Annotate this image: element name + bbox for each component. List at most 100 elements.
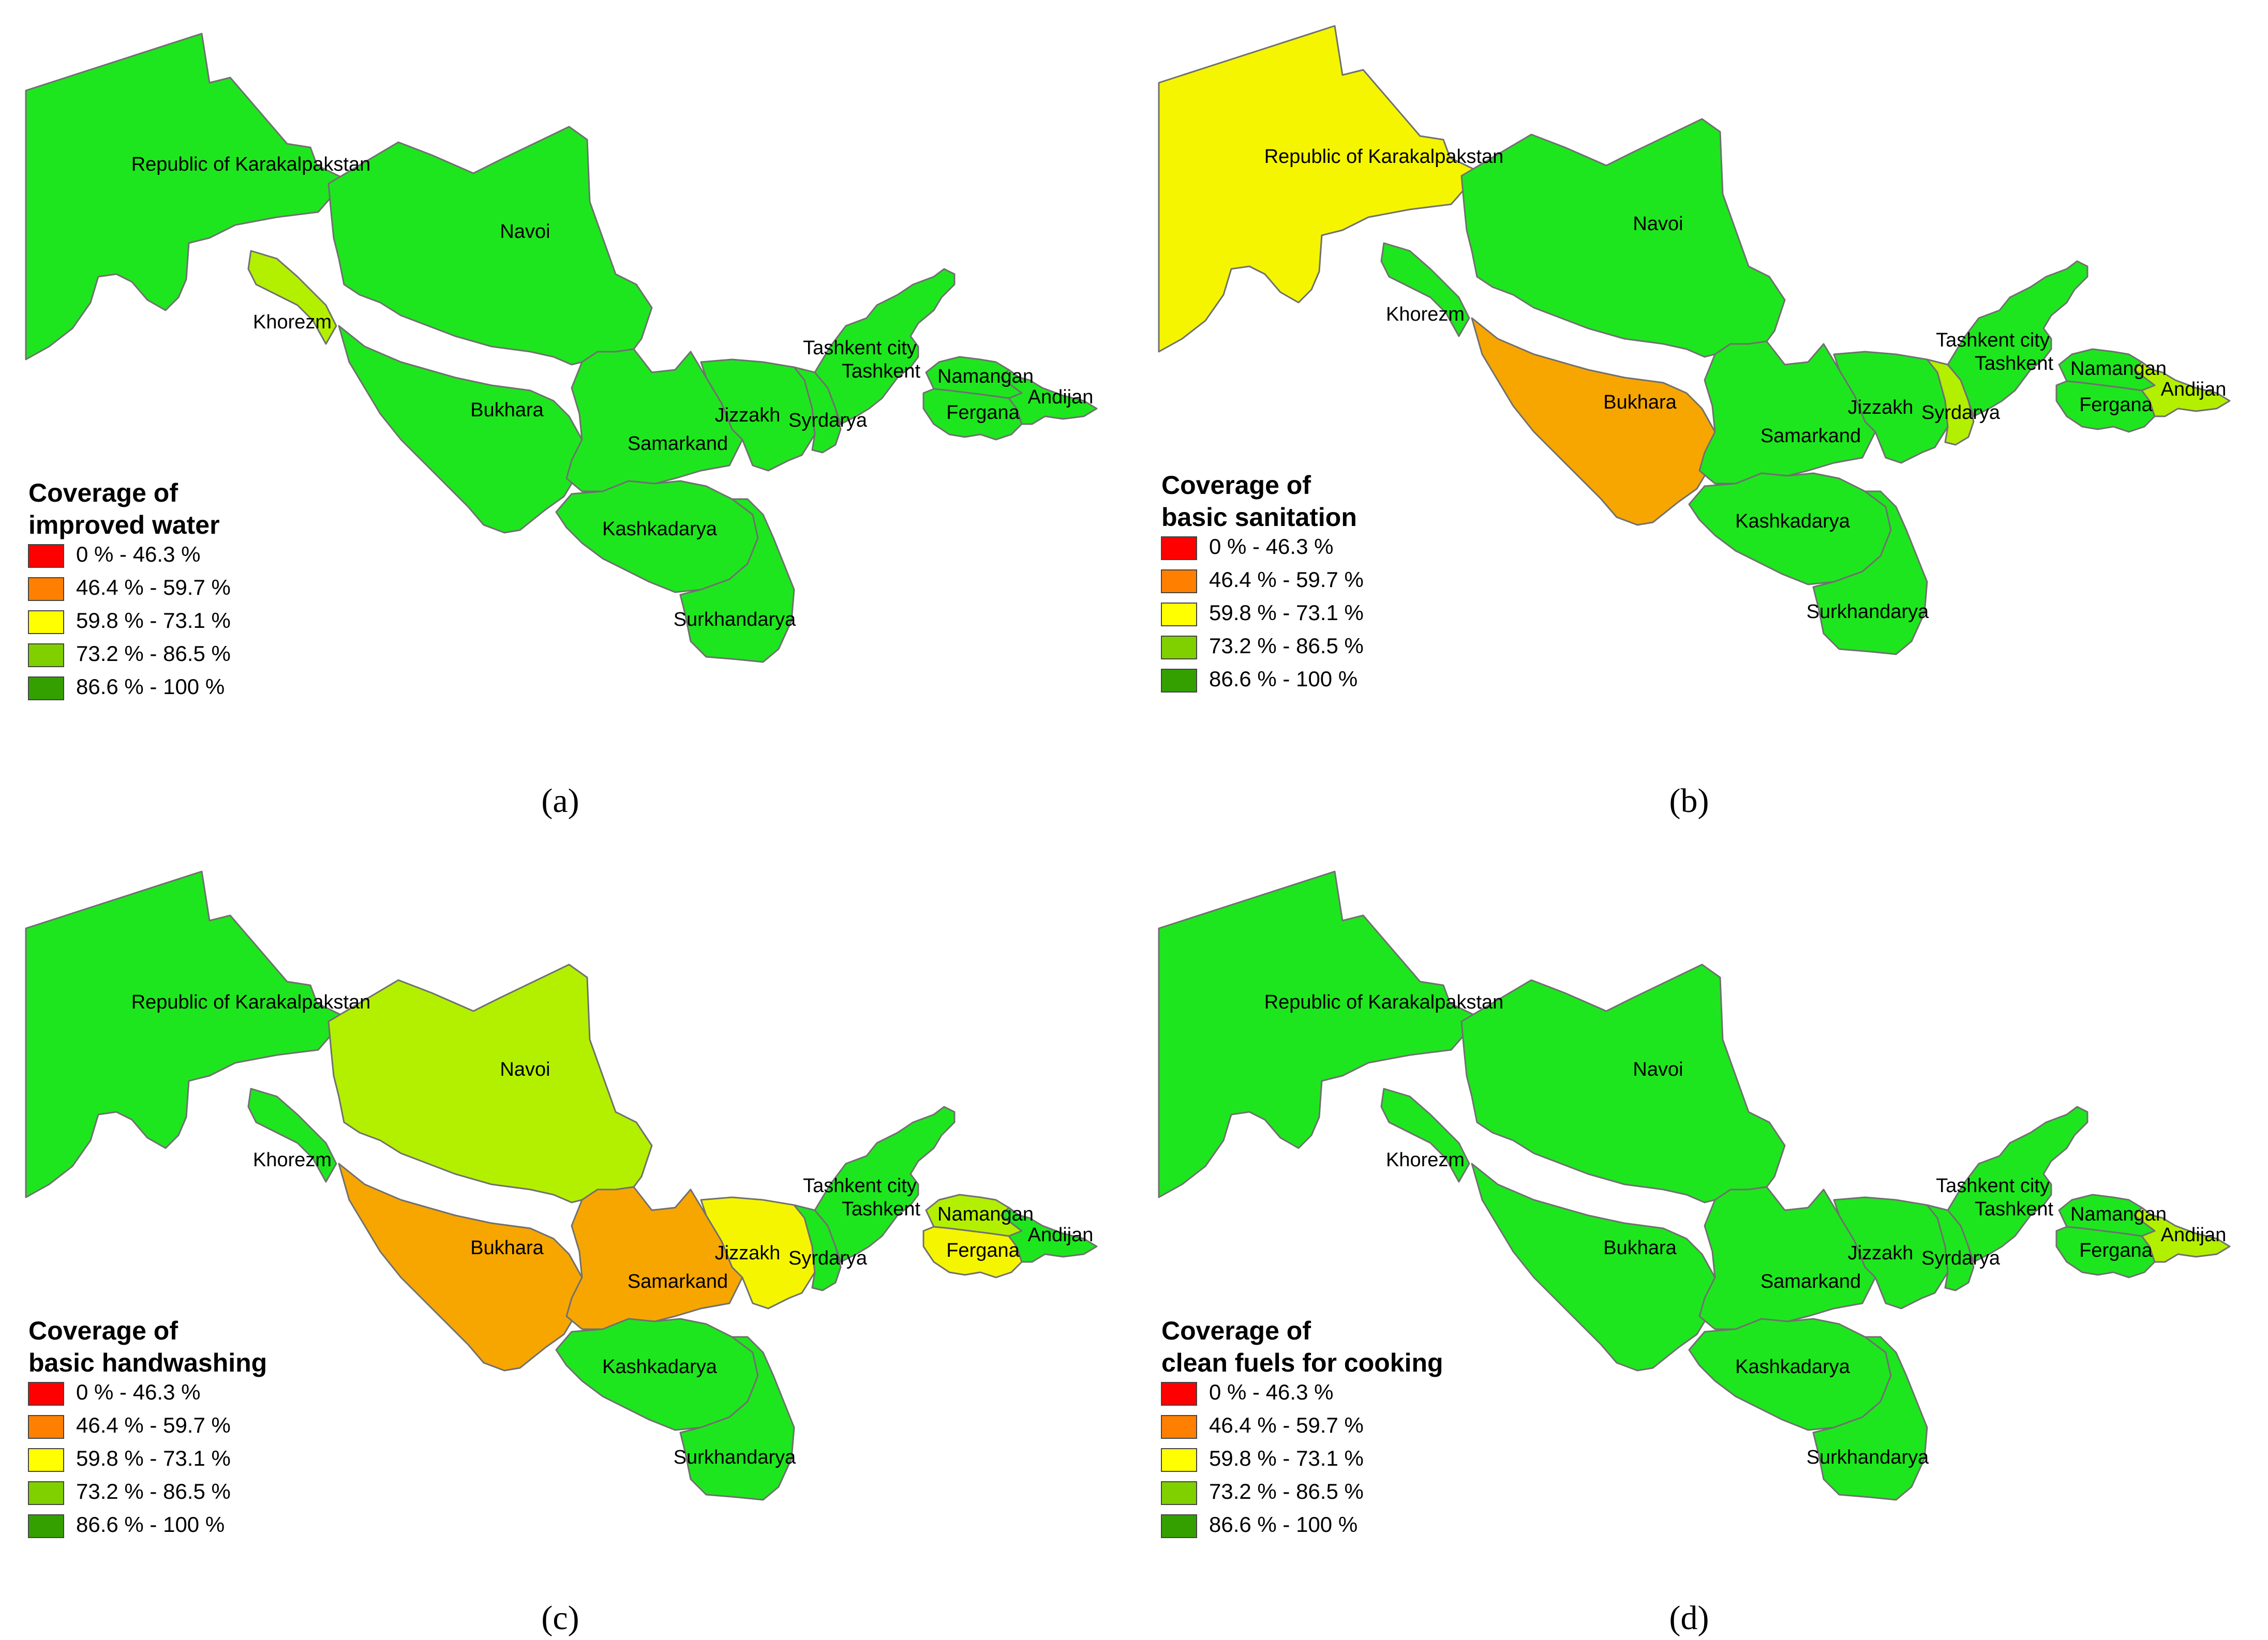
legend-title: clean fuels for cooking xyxy=(1161,1348,1443,1377)
label-khorezm: Khorezm xyxy=(253,311,332,333)
region-navoi xyxy=(327,964,653,1203)
map-panel-1: Republic of Karakalpakstan Khorezm Navoi Bu… xyxy=(25,33,1098,700)
region-andijan xyxy=(2133,361,2231,417)
map-panel-2: Republic of Karakalpakstan Khorezm Navoi Bu… xyxy=(1158,25,2231,693)
label-namangan: Namangan xyxy=(937,366,1034,387)
legend-label: 59.8 % - 73.1 % xyxy=(76,1446,231,1470)
region-tashkent xyxy=(814,268,956,425)
region-bukhara xyxy=(338,325,583,534)
legend-label: 46.4 % - 59.7 % xyxy=(76,1413,231,1437)
legend: Coverage of clean fuels for cooking 0 % - … xyxy=(1161,1316,1443,1538)
legend-label: 59.8 % - 73.1 % xyxy=(76,608,231,633)
label-fergana: Fergana xyxy=(946,402,1020,424)
label-surkhandarya: Surkhandarya xyxy=(1807,1447,1929,1468)
region-navoi xyxy=(327,126,653,366)
label-fergana: Fergana xyxy=(2079,394,2153,416)
label-bukhara: Bukhara xyxy=(470,399,544,421)
label-kashkadarya: Kashkadarya xyxy=(602,1356,718,1378)
label-jizzakh: Jizzakh xyxy=(1848,397,1914,418)
label-tashkent-city: Tashkent city xyxy=(803,337,917,359)
panel-caption: (b) xyxy=(1669,782,1709,820)
region-jizzakh xyxy=(1833,1196,1949,1310)
label-tashkent: Tashkent xyxy=(842,360,921,382)
region-bukhara xyxy=(338,1163,583,1372)
legend-swatch xyxy=(28,1481,64,1505)
legend-label: 59.8 % - 73.1 % xyxy=(1209,600,1364,625)
label-khorezm: Khorezm xyxy=(1386,304,1465,325)
region-tashkent xyxy=(814,1106,956,1263)
region-surkhandarya xyxy=(679,498,795,663)
legend-swatch xyxy=(28,577,64,601)
legend-label: 59.8 % - 73.1 % xyxy=(1209,1446,1364,1470)
region-khorezm xyxy=(247,250,337,345)
legend-label: 46.4 % - 59.7 % xyxy=(1209,567,1364,592)
legend-swatch xyxy=(1161,603,1197,626)
label-tashkent: Tashkent xyxy=(1975,1198,2054,1220)
label-tashkent-city: Tashkent city xyxy=(1936,1175,2050,1197)
label-andijan: Andijan xyxy=(2161,1224,2227,1246)
label-jizzakh: Jizzakh xyxy=(1848,1242,1914,1264)
label-khorezm: Khorezm xyxy=(253,1149,332,1171)
label-navoi: Navoi xyxy=(500,221,550,243)
region-karakalpakstan xyxy=(1158,25,1478,353)
region-andijan xyxy=(2133,1207,2231,1263)
map-panel-3: Republic of Karakalpakstan Khorezm Navoi Bu… xyxy=(25,870,1098,1538)
legend-label: 86.6 % - 100 % xyxy=(76,1512,225,1537)
label-karakalpakstan: Republic of Karakalpakstan xyxy=(1264,146,1504,168)
legend-label: 86.6 % - 100 % xyxy=(1209,1512,1357,1537)
label-syrdarya: Syrdarya xyxy=(1921,1247,2001,1269)
legend-title: basic sanitation xyxy=(1161,503,1357,532)
region-samarkand xyxy=(1698,1186,1876,1330)
region-karakalpakstan xyxy=(25,33,345,360)
region-jizzakh xyxy=(1833,351,1949,464)
label-syrdarya: Syrdarya xyxy=(1921,402,2001,424)
region-samarkand xyxy=(1698,340,1876,485)
legend-title: basic handwashing xyxy=(28,1348,267,1377)
label-fergana: Fergana xyxy=(946,1240,1020,1261)
legend-label: 0 % - 46.3 % xyxy=(1209,534,1333,559)
region-karakalpakstan xyxy=(25,870,345,1198)
map-panel-4: Republic of Karakalpakstan Khorezm Navoi Bu… xyxy=(1158,870,2231,1538)
label-samarkand: Samarkand xyxy=(1760,1271,1861,1292)
label-navoi: Navoi xyxy=(1633,1059,1683,1080)
legend-swatch xyxy=(1161,636,1197,659)
label-khorezm: Khorezm xyxy=(1386,1149,1465,1171)
legend-swatch xyxy=(28,676,64,700)
label-tashkent-city: Tashkent city xyxy=(803,1175,917,1197)
region-fergana xyxy=(2055,380,2156,433)
label-karakalpakstan: Republic of Karakalpakstan xyxy=(1264,991,1504,1013)
legend-swatch xyxy=(1161,569,1197,593)
legend-title: Coverage of xyxy=(1161,1316,1311,1345)
label-bukhara: Bukhara xyxy=(470,1237,544,1259)
region-andijan xyxy=(1000,369,1098,425)
legend-label: 73.2 % - 86.5 % xyxy=(76,1479,231,1503)
label-navoi: Navoi xyxy=(500,1059,550,1080)
region-andijan xyxy=(1000,1207,1098,1263)
region-tashkent xyxy=(1947,260,2088,417)
legend-label: 46.4 % - 59.7 % xyxy=(76,575,231,599)
label-karakalpakstan: Republic of Karakalpakstan xyxy=(131,991,371,1013)
legend-swatch xyxy=(1161,1382,1197,1406)
legend-swatch xyxy=(28,610,64,634)
label-fergana: Fergana xyxy=(2079,1240,2153,1261)
legend-swatch xyxy=(1161,1415,1197,1439)
panel-caption: (a) xyxy=(541,782,579,820)
label-samarkand: Samarkand xyxy=(628,1271,728,1292)
label-surkhandarya: Surkhandarya xyxy=(674,1447,796,1468)
legend-title: improved water xyxy=(28,510,220,539)
panel-caption: (d) xyxy=(1669,1599,1709,1637)
legend-swatch xyxy=(1161,1448,1197,1472)
legend-label: 73.2 % - 86.5 % xyxy=(1209,634,1364,658)
legend-title: Coverage of xyxy=(28,478,178,507)
label-namangan: Namangan xyxy=(2070,1203,2167,1225)
region-khorezm xyxy=(247,1088,337,1183)
label-namangan: Namangan xyxy=(937,1203,1034,1225)
legend-swatch xyxy=(1161,1514,1197,1538)
label-surkhandarya: Surkhandarya xyxy=(674,609,796,630)
legend-title: Coverage of xyxy=(28,1316,178,1345)
region-jizzakh xyxy=(700,358,816,472)
region-surkhandarya xyxy=(1812,490,1928,655)
label-navoi: Navoi xyxy=(1633,213,1683,235)
legend-swatch xyxy=(28,544,64,568)
